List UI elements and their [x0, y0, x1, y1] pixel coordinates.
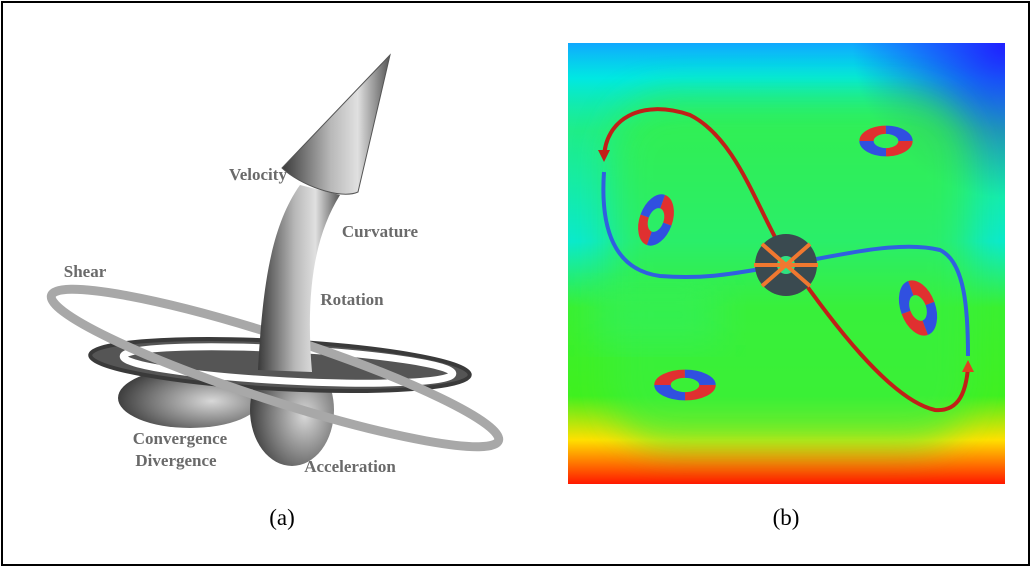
glyph-label: Convergence: [133, 429, 228, 448]
glyph-label: Shear: [64, 262, 107, 281]
figure: Velocity Curvature Shear Rotation Conver…: [0, 0, 1031, 567]
glyph-label: Rotation: [320, 290, 384, 309]
glyph-label: Divergence: [135, 451, 217, 470]
caption: (a): [269, 505, 295, 530]
glyph-label: Curvature: [342, 222, 419, 241]
critical-point: [754, 234, 818, 296]
glyph-label: Acceleration: [304, 457, 396, 476]
glyph-label: Velocity: [229, 165, 287, 184]
field-patch: [590, 285, 720, 345]
caption: (b): [773, 505, 800, 530]
